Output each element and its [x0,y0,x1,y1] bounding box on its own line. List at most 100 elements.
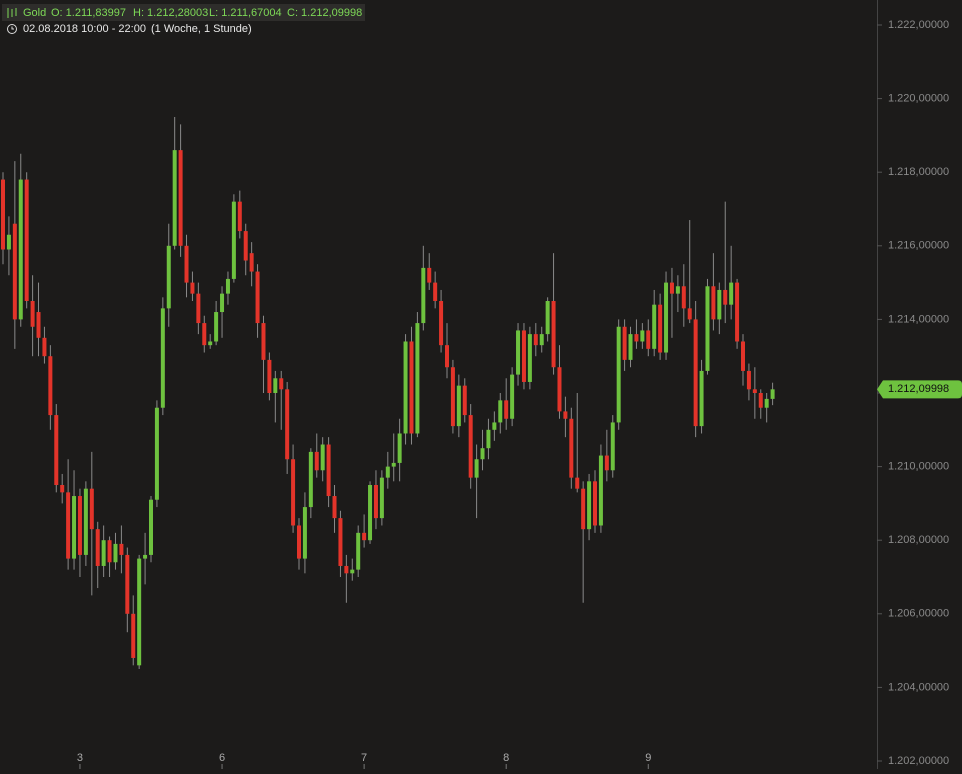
candle-body [285,389,290,460]
candle-body [391,462,396,467]
candle [297,518,301,570]
candle [604,429,609,482]
candle-body [593,481,597,526]
candle-body [231,201,236,279]
candle-body [587,481,592,530]
candle-body [622,326,627,360]
candle [314,433,319,478]
candle [687,220,692,324]
candle [12,161,17,349]
candle [468,404,473,489]
candle-body [72,496,77,559]
candle-body [628,334,633,360]
candle-body [439,301,444,346]
candle-body [445,345,449,368]
candle-body [54,415,59,485]
candle-body [415,323,420,434]
candle-body [237,201,242,232]
candle [521,323,526,390]
candle [350,558,355,581]
candle-body [563,411,568,419]
candle-body [143,554,148,559]
candle-body [160,308,165,408]
candle [610,415,615,478]
candle [119,525,124,574]
candle-body [516,330,521,375]
candle [699,359,704,434]
candle-body [729,282,734,305]
y-tick-label: 1.210,00000 [888,461,949,473]
candle [385,451,390,489]
candle [190,271,195,301]
candle-body [125,554,130,614]
candle [273,370,278,423]
candle [675,275,680,313]
x-tick-label: 6 [219,752,225,764]
candle-body [474,459,479,478]
candle [563,396,568,438]
candle [291,444,296,533]
candle-body [154,407,159,500]
candle-body [356,532,361,570]
candle-body [510,374,515,419]
y-tick-label: 1.206,00000 [888,608,949,620]
candle [622,319,627,371]
candle [379,470,384,526]
candle [492,411,497,441]
candle-body [557,367,562,412]
candle [723,201,728,324]
candle-body [652,304,657,349]
candle [344,554,349,603]
candle [95,521,100,589]
candle-body [669,282,674,294]
candle-body [261,323,266,360]
clock-icon [7,24,17,34]
candle [717,282,722,335]
candle-body [723,289,728,305]
candle [160,297,165,416]
candle [326,437,331,508]
candle [48,345,53,430]
candle-body [610,422,615,471]
candle [557,345,562,419]
candle [735,278,740,349]
candle-body [616,326,621,423]
header-open: O: 1.211,83997 [51,7,126,19]
candle-body [332,496,337,519]
candle-body [646,330,651,349]
candle [89,451,94,596]
candle-body [764,398,769,408]
candle [427,253,432,290]
candle-body [149,499,153,555]
candle [598,444,603,533]
candle [646,319,651,357]
candle [373,470,378,530]
candle-body [770,389,775,399]
candle [746,363,751,401]
candle [498,393,503,434]
candle-body [302,507,307,559]
candle-body [498,400,503,423]
candle-body [379,477,384,519]
candle-body [18,179,23,320]
candle [285,381,290,474]
candle [770,382,775,406]
candle [705,278,710,375]
candle [569,407,574,489]
candle-body [178,150,183,246]
candle [137,554,142,669]
candle-body [48,356,53,416]
candle [279,370,284,430]
candle-body [249,253,254,272]
candle [681,264,686,327]
candle [356,525,361,577]
candle-body [362,532,367,541]
candle-body [634,334,639,342]
candle [504,378,509,430]
candle [166,223,171,327]
candle-body [403,341,408,434]
header-interval: (1 Woche, 1 Stunde) [151,23,252,35]
candle-body [664,282,669,353]
candle [66,459,71,570]
